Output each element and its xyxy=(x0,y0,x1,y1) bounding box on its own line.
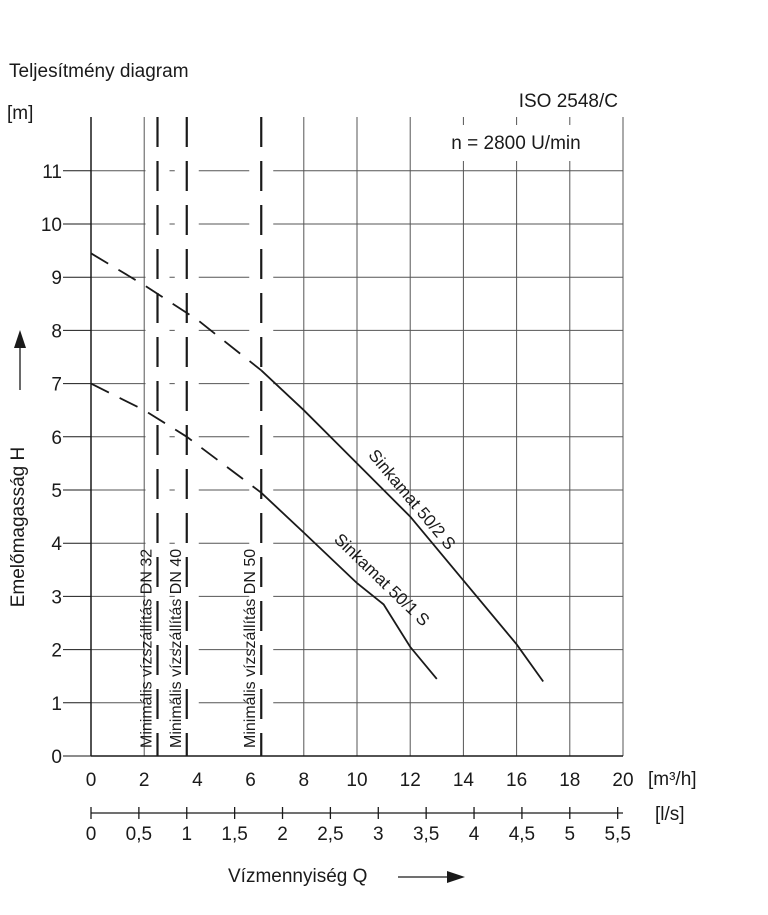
x2-tick-label: 1 xyxy=(181,824,192,845)
y-tick-label: 8 xyxy=(51,321,62,342)
y-tick-label: 7 xyxy=(51,375,62,396)
y-unit-label: [m] xyxy=(7,103,33,124)
y-tick-label: 10 xyxy=(41,215,62,236)
min-flow-label-2: Minimális vízszállítás DN 50 xyxy=(242,549,259,748)
y-tick-label: 0 xyxy=(51,747,62,768)
x-unit-label: [m³/h] xyxy=(648,769,697,790)
x-tick-label: 4 xyxy=(192,770,203,791)
x-tick-label: 6 xyxy=(245,770,256,791)
series-0-solid xyxy=(260,369,544,683)
min-flow-label-1: Minimális vízszállítás DN 40 xyxy=(168,549,185,748)
y-tick-label: 5 xyxy=(51,481,62,502)
x2-tick-label: 0 xyxy=(86,824,97,845)
x2-tick-label: 2,5 xyxy=(317,824,343,845)
x-axis-title: Vízmennyiség Q xyxy=(228,866,367,887)
x2-tick-label: 5 xyxy=(565,824,576,845)
x2-tick-label: 2 xyxy=(277,824,288,845)
x2-tick-label: 1,5 xyxy=(221,824,247,845)
speed-label: n = 2800 U/min xyxy=(451,133,580,154)
x-axis-arrow xyxy=(398,871,465,883)
x-tick-label: 18 xyxy=(559,770,580,791)
x2-tick-label: 5,5 xyxy=(604,824,630,845)
standard-label: ISO 2548/C xyxy=(519,91,618,112)
y-tick-label: 4 xyxy=(51,534,62,555)
y-tick-label: 1 xyxy=(51,694,62,715)
x-tick-label: 14 xyxy=(453,770,475,791)
y-axis-title: Emelőmagasság H xyxy=(8,447,29,608)
x-tick-label: 12 xyxy=(400,770,421,791)
y-tick-labels: 0 1 2 3 4 5 6 7 8 9 10 11 xyxy=(41,162,91,768)
curve-labels: Sinkamat 50/2 S Sinkamat 50/1 S xyxy=(330,446,459,630)
pump-curves xyxy=(90,252,544,683)
min-flow-lines: Minimális vízszállítás DN 32 Minimális ví… xyxy=(139,117,274,756)
y-tick-label: 9 xyxy=(51,268,62,289)
series-label-sinkamat-50-2: Sinkamat 50/2 S xyxy=(365,446,460,554)
series-1-solid xyxy=(260,492,438,680)
x-tick-label: 10 xyxy=(346,770,367,791)
y-tick-label: 3 xyxy=(51,587,62,608)
y-tick-label: 11 xyxy=(42,162,62,183)
chart-title: Teljesítmény diagram xyxy=(9,61,189,82)
x2-tick-label: 3,5 xyxy=(413,824,439,845)
x2-unit-label: [l/s] xyxy=(655,804,685,825)
y-tick-label: 2 xyxy=(51,641,62,662)
min-flow-label-0: Minimális vízszállítás DN 32 xyxy=(139,549,156,748)
x-tick-label: 2 xyxy=(139,770,150,791)
x-tick-label: 20 xyxy=(612,770,633,791)
x-tick-labels: 0 2 4 6 8 10 12 14 16 18 20 xyxy=(86,770,634,791)
y-axis-arrow xyxy=(14,330,26,390)
x-tick-label: 16 xyxy=(506,770,527,791)
x2-tick-label: 3 xyxy=(373,824,384,845)
series-label-sinkamat-50-1: Sinkamat 50/1 S xyxy=(330,530,433,630)
x-tick-label: 8 xyxy=(299,770,310,791)
speed-label-box xyxy=(413,125,609,161)
x-tick-label: 0 xyxy=(86,770,97,791)
x2-tick-label: 4,5 xyxy=(509,824,535,845)
secondary-x-axis: 0 0,5 1 1,5 2 2,5 3 3,5 4 4,5 5 5,5 xyxy=(86,807,631,845)
x2-tick-label: 0,5 xyxy=(126,824,152,845)
series-0-dashed xyxy=(90,252,262,372)
x2-tick-label: 4 xyxy=(469,824,480,845)
y-tick-label: 6 xyxy=(51,428,62,449)
